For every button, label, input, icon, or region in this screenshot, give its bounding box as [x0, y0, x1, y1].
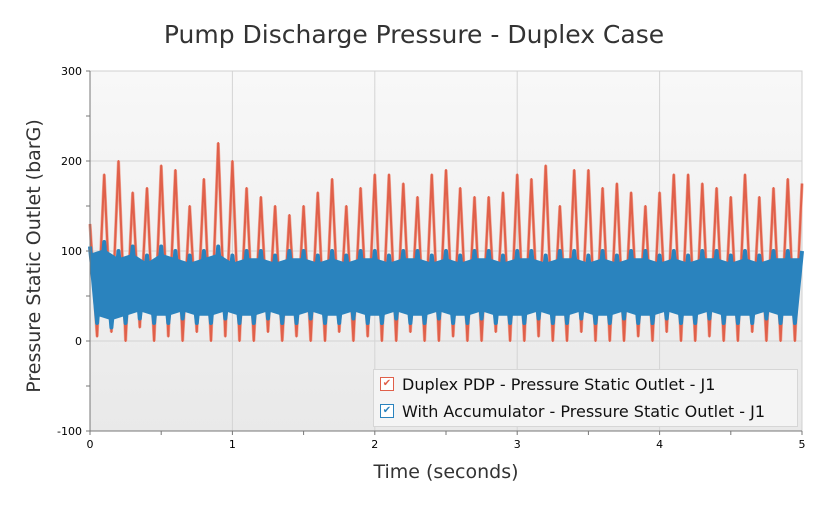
y-tick-label: 200	[61, 155, 82, 168]
x-tick-label: 4	[656, 438, 663, 451]
x-tick-label: 3	[514, 438, 521, 451]
y-tick-label: 100	[61, 245, 82, 258]
x-tick-label: 0	[87, 438, 94, 451]
y-tick-label: -100	[57, 425, 82, 438]
legend-item-accumulator[interactable]: ✔ With Accumulator - Pressure Static Out…	[374, 398, 797, 424]
checkbox-checked-icon[interactable]: ✔	[380, 404, 394, 418]
chart-title: Pump Discharge Pressure - Duplex Case	[163, 20, 665, 49]
series-band-accumulator	[90, 249, 802, 321]
legend-item-duplex[interactable]: ✔ Duplex PDP - Pressure Static Outlet - …	[374, 371, 797, 397]
legend: ✔ Duplex PDP - Pressure Static Outlet - …	[373, 369, 798, 427]
x-tick-label: 1	[229, 438, 236, 451]
y-tick-label: 0	[75, 335, 82, 348]
x-tick-label: 5	[799, 438, 806, 451]
legend-label: With Accumulator - Pressure Static Outle…	[402, 401, 766, 421]
legend-label: Duplex PDP - Pressure Static Outlet - J1	[402, 374, 716, 394]
y-tick-label: 300	[61, 65, 82, 78]
checkbox-checked-icon[interactable]: ✔	[380, 377, 394, 391]
x-tick-label: 2	[371, 438, 378, 451]
x-axis-label: Time (seconds)	[373, 461, 519, 483]
